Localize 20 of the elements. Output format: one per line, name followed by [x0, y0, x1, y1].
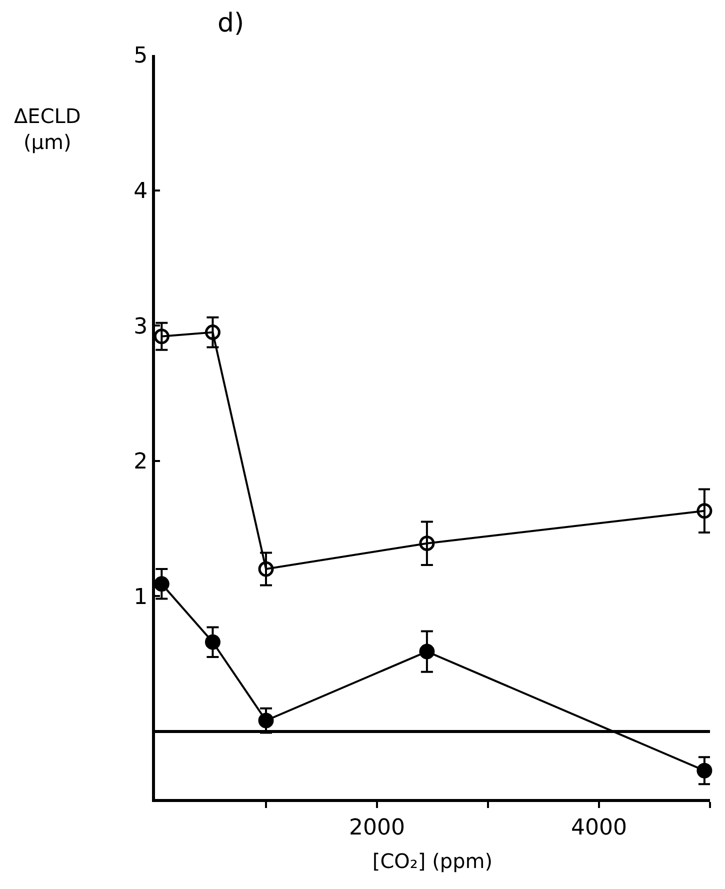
point [696, 762, 712, 778]
x-tick-label: 4000 [571, 815, 627, 840]
x-axis-title: [CO₂] (ppm) [372, 848, 493, 873]
point [204, 634, 220, 650]
point [258, 561, 274, 577]
point [204, 324, 220, 340]
chart-title: d) [218, 8, 244, 39]
y-tick-label: 4 [134, 178, 148, 204]
point [419, 644, 435, 660]
point [419, 536, 435, 552]
point [258, 712, 274, 728]
point [154, 576, 170, 592]
x-tick-label: 2000 [349, 815, 405, 840]
point [696, 503, 712, 519]
point [154, 328, 170, 344]
y-axis-title: ΔECLD (µm) [14, 104, 81, 154]
y-tick-label: 3 [134, 314, 148, 340]
y-tick-label: 1 [134, 584, 148, 610]
y-tick-label: 5 [134, 44, 148, 69]
y-tick-label: 2 [134, 450, 148, 475]
